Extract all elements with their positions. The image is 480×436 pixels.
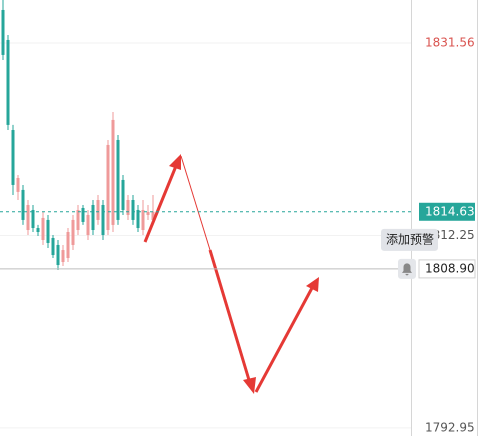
candle-body: [51, 237, 55, 256]
candles: [1, 0, 155, 270]
arrow-head: [243, 377, 256, 394]
candle-body: [21, 189, 25, 220]
alert-tooltip-box[interactable]: [381, 228, 438, 251]
drawing-arrows: [143, 154, 319, 394]
candle-body: [141, 209, 145, 231]
candle-body: [136, 209, 140, 229]
candle-body: [151, 211, 155, 220]
crosshair-label-box: [418, 259, 476, 279]
y-tick-label: 1792.95: [425, 420, 475, 434]
arrow-head: [306, 277, 319, 292]
candle-body: [26, 204, 30, 231]
alert-tooltip[interactable]: 添加预警: [386, 231, 434, 246]
candle-body: [86, 214, 90, 235]
candle-body: [6, 39, 10, 125]
current-price-label: 1814.63: [425, 204, 475, 218]
candle-body: [116, 139, 120, 220]
candle-body: [106, 144, 110, 231]
candle-body: [76, 209, 80, 231]
candle-body: [31, 209, 35, 229]
arrow-head: [169, 154, 181, 170]
current-price-badge: [419, 202, 475, 221]
bell-icon: [402, 263, 412, 276]
candle-body: [1, 9, 5, 55]
arrow-line: [208, 249, 251, 381]
overlay: 1814.63 1808.90 添加预警: [0, 202, 476, 279]
candle-body: [66, 232, 70, 259]
arrow-line: [143, 165, 178, 243]
candle-body: [126, 200, 130, 215]
candle-body: [36, 228, 40, 233]
candle-body: [96, 200, 100, 220]
candle-body: [61, 250, 65, 263]
candle-body: [81, 207, 85, 222]
candle-body: [111, 119, 115, 225]
candle-body: [91, 204, 95, 231]
y-tick-label: 1831.56: [425, 35, 475, 49]
arrow-line: [254, 287, 314, 393]
candle-body: [56, 244, 60, 266]
candle-body: [131, 200, 135, 220]
candle-body: [101, 204, 105, 235]
candle-body: [146, 211, 150, 215]
candle-body: [46, 219, 50, 243]
candle-body: [11, 130, 15, 185]
candle-body: [16, 177, 20, 192]
candle-body: [41, 217, 45, 240]
crosshair-label: 1808.90: [425, 261, 475, 275]
arrow-line: [180, 155, 211, 251]
candle-body: [121, 179, 125, 210]
candle-body: [71, 219, 75, 245]
